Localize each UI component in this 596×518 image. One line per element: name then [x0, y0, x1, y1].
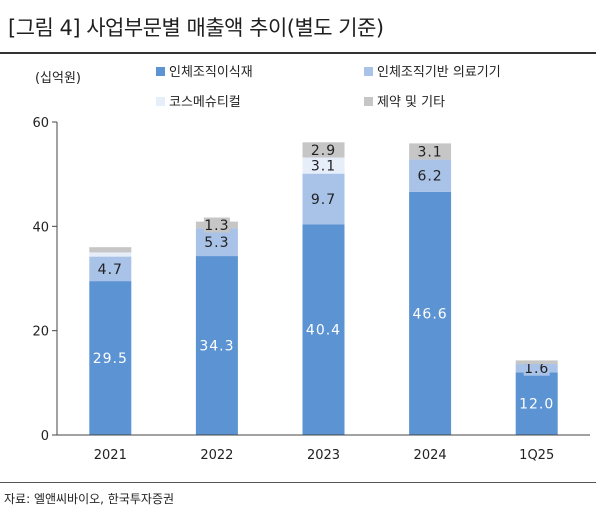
legend-label: 인체조직이식재	[169, 65, 253, 80]
legend-swatch	[156, 97, 165, 106]
data-label: 3.1	[417, 144, 442, 160]
data-label: 9.7	[311, 192, 336, 208]
x-tick-label: 2022	[200, 448, 233, 463]
y-tick-label: 40	[32, 220, 49, 235]
bar-segment	[409, 191, 452, 435]
y-tick-label: 20	[32, 325, 49, 340]
data-label-bg	[310, 142, 337, 158]
data-label-bg	[97, 261, 124, 277]
data-label: 12.0	[519, 397, 554, 413]
bar-segment	[302, 224, 345, 435]
x-tick-label: 2024	[414, 448, 447, 463]
data-label-bg	[417, 168, 444, 184]
legend-label: 코스메슈티컬	[169, 95, 241, 110]
data-label: 5.3	[204, 235, 229, 251]
bar-segment	[515, 360, 558, 365]
data-label-bg	[310, 191, 337, 207]
bar-segment	[89, 252, 132, 257]
chart-title: [그림 4] 사업부문별 매출액 추이(별도 기준)	[8, 16, 384, 40]
data-label: 46.6	[413, 306, 448, 322]
data-label: 1.3	[204, 218, 229, 234]
data-label: 1.6	[524, 361, 549, 377]
data-label-bg	[417, 143, 444, 159]
legend-swatch	[156, 67, 165, 76]
data-label: 6.2	[417, 169, 442, 185]
data-label: 4.7	[98, 262, 123, 278]
data-label: 3.1	[311, 159, 336, 175]
data-label: 29.5	[93, 351, 128, 367]
bar-segment	[89, 281, 132, 435]
bar-segment	[195, 256, 238, 435]
x-tick-label: 2023	[307, 448, 340, 463]
legend-label: 인체조직기반 의료기기	[377, 65, 501, 80]
bar-segment	[89, 247, 132, 253]
footer-divider	[0, 482, 596, 483]
legend-label: 제약 및 기타	[377, 95, 445, 110]
title-divider	[0, 52, 596, 54]
data-label-bg	[523, 360, 550, 376]
data-label: 34.3	[199, 339, 234, 355]
data-label-bg	[203, 217, 230, 233]
data-label-bg	[203, 234, 230, 250]
data-label: 2.9	[311, 143, 336, 159]
bar-segment	[515, 372, 558, 435]
y-unit-label: (십억원)	[35, 71, 81, 86]
legend-swatch	[364, 67, 373, 76]
data-label: 40.4	[306, 323, 341, 339]
x-tick-label: 1Q25	[519, 448, 554, 463]
y-tick-label: 0	[41, 429, 49, 444]
legend-swatch	[364, 97, 373, 106]
x-tick-label: 2021	[94, 448, 127, 463]
data-label-bg	[310, 158, 337, 174]
source-note: 자료: 엘앤씨바이오, 한국투자증권	[4, 492, 175, 506]
y-tick-label: 60	[32, 116, 49, 131]
